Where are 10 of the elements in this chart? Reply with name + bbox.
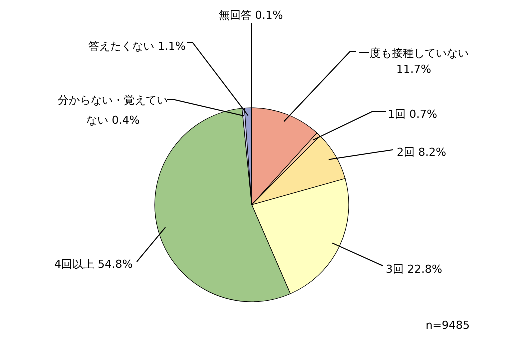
slice-label: 一度も接種していない: [359, 47, 469, 60]
slice-label: 1回 0.7%: [388, 108, 438, 121]
text: n=9485: [426, 319, 470, 332]
slice-label: 無回答 0.1%: [218, 9, 284, 22]
data-label: 11.7%: [396, 63, 432, 76]
slice-label: 分からない・覚えていない 0.4%: [58, 94, 168, 127]
slice-label: 3回 22.8%: [386, 263, 442, 276]
slice-label: 4回以上 54.8%: [54, 258, 133, 271]
slice-label: 2回 8.2%: [397, 146, 446, 159]
slice-label: 答えたくない 1.1%: [88, 40, 186, 53]
